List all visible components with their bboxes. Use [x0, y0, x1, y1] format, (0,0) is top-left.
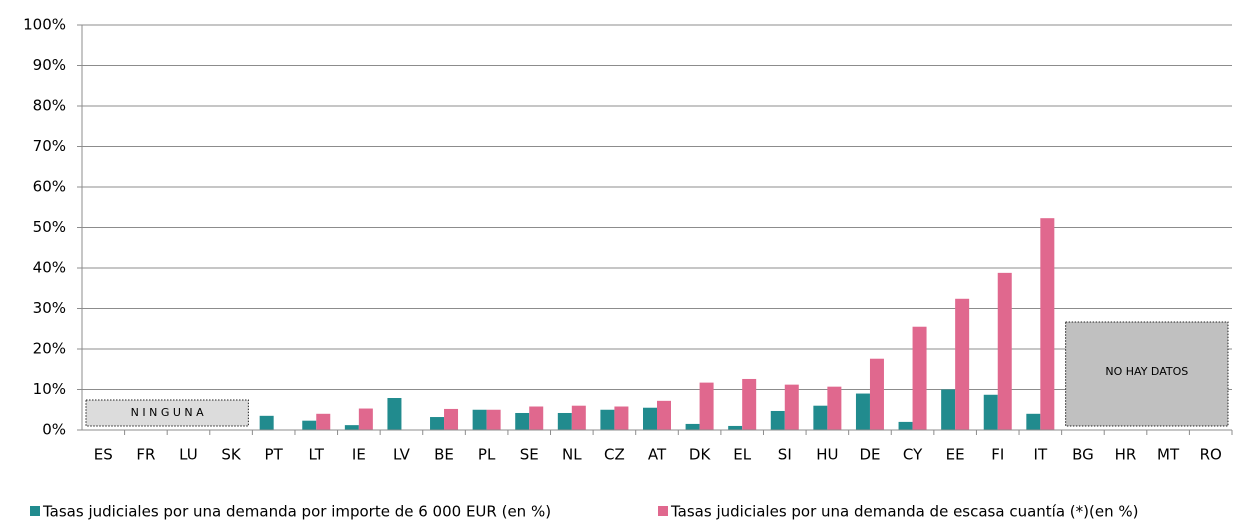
- bar: [827, 386, 842, 430]
- bar: [486, 409, 501, 430]
- x-tick-label: SE: [520, 446, 539, 464]
- bar: [742, 378, 757, 430]
- x-tick-label: SK: [221, 446, 242, 464]
- y-tick-label: 20%: [33, 340, 66, 358]
- bar: [571, 405, 586, 430]
- x-tick-label: CY: [903, 446, 923, 464]
- x-tick-label: DK: [689, 446, 712, 464]
- x-tick-label: PT: [265, 446, 284, 464]
- x-tick-label: EE: [946, 446, 965, 464]
- x-tick-label: LT: [309, 446, 325, 464]
- bar: [685, 423, 700, 430]
- x-tick-label: SI: [778, 446, 792, 464]
- y-tick-label: 90%: [33, 56, 66, 74]
- legend-swatch: [30, 506, 40, 516]
- y-tick-label: 30%: [33, 299, 66, 317]
- bar: [614, 406, 629, 430]
- x-tick-label: EL: [733, 446, 751, 464]
- bar: [444, 408, 459, 430]
- bar: [430, 417, 445, 430]
- x-tick-label: LU: [179, 446, 198, 464]
- x-tick-label: IT: [1034, 446, 1048, 464]
- x-tick-label: BG: [1072, 446, 1094, 464]
- bar: [955, 298, 970, 430]
- bar: [387, 398, 402, 430]
- x-tick-label: HU: [816, 446, 838, 464]
- bar: [529, 406, 544, 430]
- x-tick-label: PL: [478, 446, 496, 464]
- annotation: N I N G U N A: [131, 406, 204, 419]
- x-tick-label: DE: [859, 446, 880, 464]
- bar: [557, 412, 572, 430]
- x-tick-label: CZ: [604, 446, 625, 464]
- y-tick-label: 10%: [33, 380, 66, 398]
- bar: [643, 407, 657, 430]
- bar: [1040, 218, 1055, 430]
- legend-label: Tasas judiciales por una demanda de esca…: [670, 503, 1138, 521]
- annotation-box: [1065, 321, 1229, 427]
- annotation-box: [85, 399, 249, 427]
- bar: [898, 421, 913, 430]
- y-tick-label: 0%: [42, 421, 66, 439]
- bar: [997, 272, 1012, 430]
- x-tick-label: NL: [562, 446, 582, 464]
- x-tick-label: HR: [1115, 446, 1137, 464]
- bar: [770, 410, 785, 430]
- bar: [344, 425, 359, 430]
- bar: [657, 400, 671, 430]
- bar: [869, 358, 884, 430]
- bar: [784, 384, 799, 430]
- bar: [728, 425, 743, 430]
- legend-label: Tasas judiciales por una demanda por imp…: [42, 503, 551, 521]
- y-tick-label: 70%: [33, 137, 66, 155]
- x-tick-label: IE: [352, 446, 366, 464]
- y-tick-label: 50%: [33, 218, 66, 236]
- bar: [1026, 413, 1041, 430]
- y-tick-label: 40%: [33, 259, 66, 277]
- x-tick-label: BE: [434, 446, 454, 464]
- bar: [515, 412, 530, 430]
- bar: [941, 389, 956, 430]
- bar: [472, 409, 487, 430]
- y-tick-label: 80%: [33, 97, 66, 115]
- annotation: NO HAY DATOS: [1105, 365, 1188, 378]
- bar: [259, 415, 274, 430]
- bar: [855, 393, 870, 430]
- legend-swatch: [658, 506, 668, 516]
- bar: [358, 408, 373, 430]
- x-tick-label: AT: [648, 446, 667, 464]
- x-tick-label: MT: [1157, 446, 1180, 464]
- x-tick-label: FR: [136, 446, 155, 464]
- x-tick-label: ES: [94, 446, 113, 464]
- bar: [983, 394, 998, 430]
- bar: [912, 326, 927, 430]
- x-tick-label: RO: [1200, 446, 1222, 464]
- bar: [600, 409, 615, 430]
- y-tick-label: 60%: [33, 178, 66, 196]
- y-tick-label: 100%: [23, 16, 66, 34]
- x-tick-label: LV: [393, 446, 411, 464]
- x-tick-label: FI: [991, 446, 1004, 464]
- bar: [316, 413, 331, 430]
- bar: [699, 382, 714, 430]
- bar: [813, 405, 828, 430]
- bar: [302, 420, 317, 430]
